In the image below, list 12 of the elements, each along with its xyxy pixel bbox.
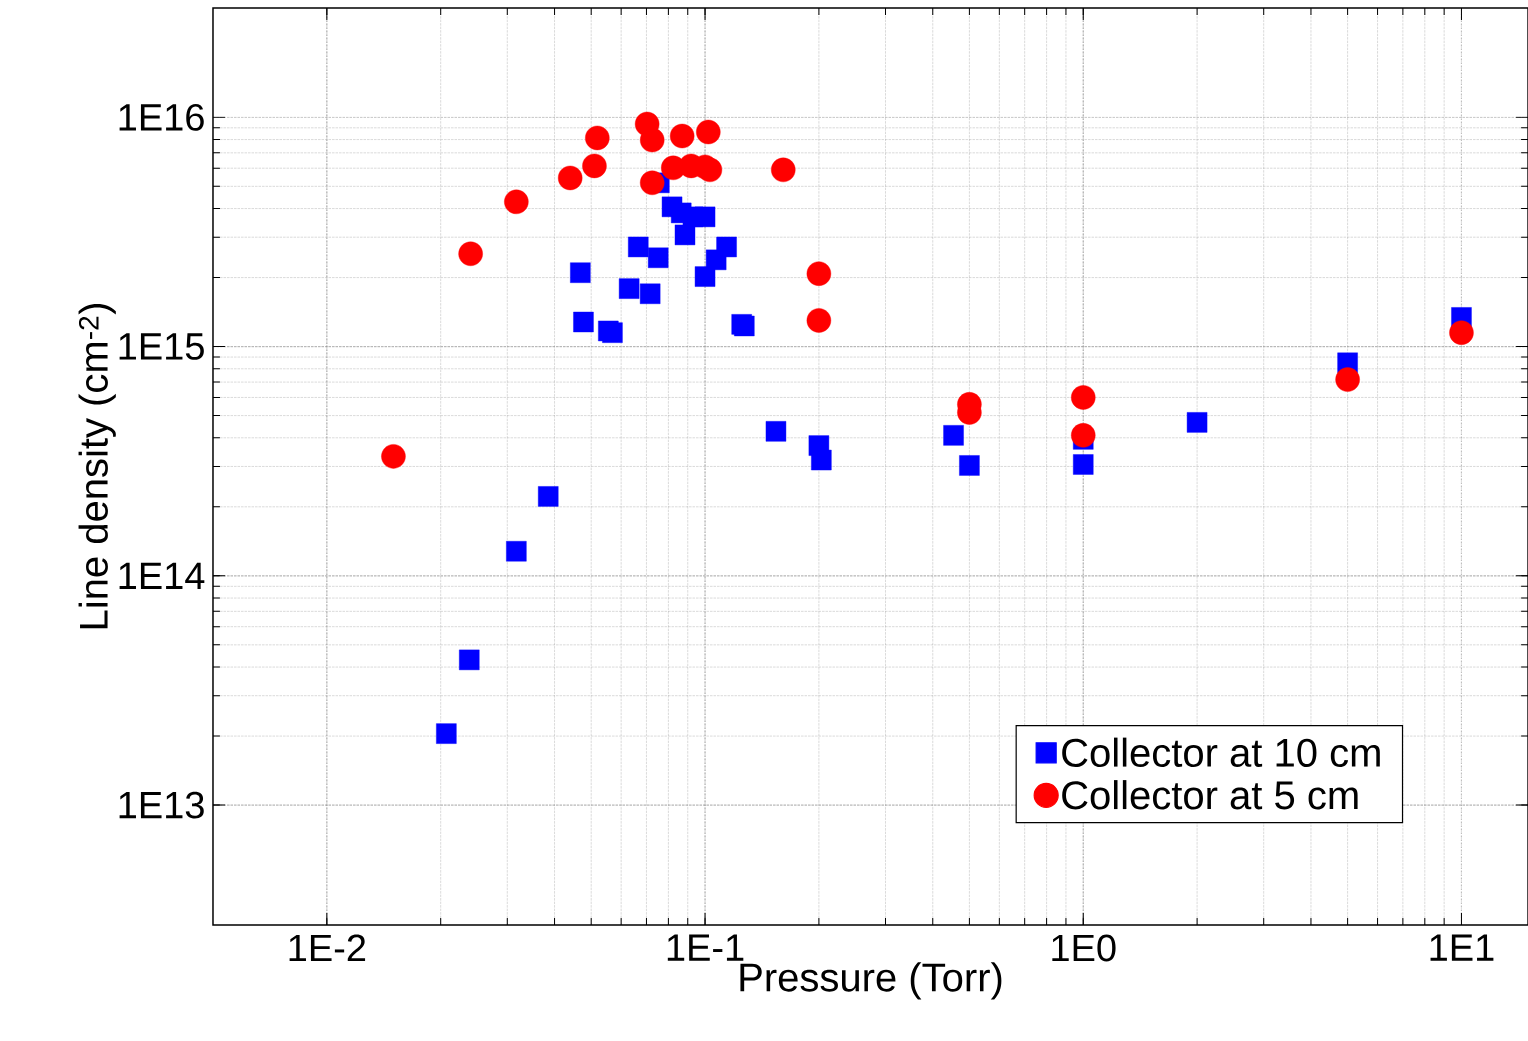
x-axis-title: Pressure (Torr) [740,962,1002,1000]
x-tick-label: 1E0 [1052,934,1116,962]
x-tick-label: 1E1 [1430,934,1494,961]
x-tick-label: 1E-2 [289,934,366,962]
y-tick-label: 1E15 [119,333,204,360]
y-axis-title: Line density (cm$^{-2}$) [78,303,116,629]
y-tick-label: 1E16 [119,103,204,131]
y-tick-label: 1E14 [119,562,205,589]
y-tick-label: 1E13 [119,791,204,819]
legend-label: Collector at 10 cm [1062,737,1380,767]
legend-label: Collector at 5 cm [1062,780,1358,810]
x-tick-label: 1E-1 [667,934,744,961]
